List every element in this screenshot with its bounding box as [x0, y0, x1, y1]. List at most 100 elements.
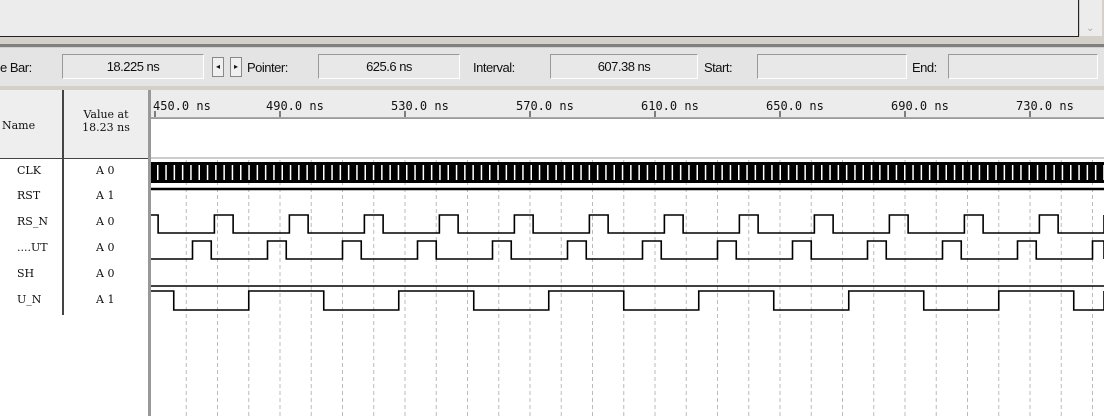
clk-gap: [480, 165, 483, 180]
splitter[interactable]: [0, 44, 1104, 47]
clk-gap: [887, 165, 889, 180]
clk-gap: [1070, 165, 1072, 180]
clk-gap: [605, 165, 607, 180]
clk-gap: [895, 165, 898, 180]
signal-name[interactable]: SH: [17, 267, 35, 280]
clk-gap: [771, 165, 773, 180]
signal-value: A 0: [96, 164, 115, 177]
clk-gap: [190, 165, 192, 180]
clk-wave: [151, 162, 1104, 183]
clk-gap: [1011, 165, 1014, 180]
signal-value: A 0: [96, 215, 115, 228]
clk-gap: [854, 165, 856, 180]
clk-gap: [870, 165, 873, 180]
clk-gap: [572, 165, 574, 180]
clk-gap: [231, 165, 234, 180]
next-transition-button[interactable]: ▸: [230, 57, 242, 77]
clk-gap: [862, 165, 864, 180]
signal-list: Name Value at 18.23 ns CLK A 0 RST A 1 RS_N A…: [0, 90, 148, 416]
clk-gap: [447, 165, 449, 180]
tick-label: 490.0 ns: [266, 99, 324, 113]
clk-gap: [754, 165, 757, 180]
clk-gap: [621, 165, 624, 180]
value-column-header[interactable]: Value at 18.23 ns: [64, 90, 148, 159]
start-field[interactable]: [757, 54, 907, 79]
clk-gap: [821, 165, 823, 180]
clk-gap: [987, 165, 989, 180]
clk-gap: [397, 165, 400, 180]
vertical-scrollbar[interactable]: ⌄: [1079, 0, 1102, 36]
clk-gap: [962, 165, 964, 180]
clk-gap: [538, 165, 541, 180]
tick-label: 690.0 ns: [891, 99, 949, 113]
clk-gap: [1036, 165, 1039, 180]
clk-gap: [1003, 165, 1006, 180]
signal-name[interactable]: RS_N: [17, 215, 48, 228]
clk-gap: [787, 165, 790, 180]
name-header-label: Name: [2, 119, 36, 132]
clk-gap: [779, 165, 781, 180]
clk-gap: [505, 165, 508, 180]
signal-wave: [151, 290, 1104, 311]
clk-gap: [215, 165, 217, 180]
clk-gap: [281, 165, 283, 180]
clk-gap: [264, 165, 267, 180]
signal-name[interactable]: CLK: [17, 164, 41, 177]
name-column-header[interactable]: Name: [0, 90, 62, 159]
clk-gap: [663, 165, 665, 180]
signal-value: A 1: [96, 293, 115, 306]
clk-gap: [248, 165, 250, 180]
clk-gap: [181, 165, 184, 180]
clk-gap: [1045, 165, 1047, 180]
clk-gap: [796, 165, 798, 180]
tick-label: 730.0 ns: [1016, 99, 1074, 113]
clk-gap: [372, 165, 375, 180]
time-ruler: [151, 90, 1104, 118]
message-panel: [0, 0, 1079, 37]
signal-name[interactable]: RST: [17, 189, 41, 202]
clk-gap: [937, 165, 939, 180]
end-field[interactable]: [948, 54, 1098, 79]
prev-transition-button[interactable]: ◂: [212, 57, 224, 77]
clk-gap: [381, 165, 383, 180]
clk-gap: [1078, 165, 1080, 180]
clk-gap: [588, 165, 591, 180]
clk-gap: [240, 165, 242, 180]
pointer-field: 625.6 ns: [318, 54, 460, 79]
end-label: End:: [912, 60, 937, 75]
chevron-down-icon[interactable]: ⌄: [1086, 23, 1095, 34]
signal-name[interactable]: U_N: [17, 293, 42, 306]
clk-gap: [472, 165, 474, 180]
clk-gap: [173, 165, 176, 180]
clk-gap: [704, 165, 707, 180]
column-divider[interactable]: [62, 90, 64, 315]
clk-gap: [347, 165, 350, 180]
clk-gap: [829, 165, 831, 180]
interval-field: 607.38 ns: [550, 54, 698, 79]
clk-gap: [596, 165, 599, 180]
signal-name[interactable]: ....UT: [17, 241, 48, 254]
tick-label: 610.0 ns: [641, 99, 699, 113]
clk-gap: [522, 165, 524, 180]
clk-gap: [812, 165, 815, 180]
clk-gap: [331, 165, 333, 180]
clk-gap: [439, 165, 441, 180]
pointer-label: Pointer:: [247, 60, 288, 75]
tick-label: 450.0 ns: [153, 99, 211, 113]
clk-gap: [497, 165, 499, 180]
clk-gap: [920, 165, 923, 180]
clk-gap: [455, 165, 458, 180]
clk-gap: [638, 165, 640, 180]
clk-gap: [928, 165, 931, 180]
pane-splitter[interactable]: [148, 90, 151, 416]
clk-gap: [547, 165, 549, 180]
waveform-view[interactable]: 450.0 ns 490.0 ns 530.0 ns 570.0 ns 610.0 ns…: [151, 90, 1104, 416]
master-time-bar-field[interactable]: 18.225 ns: [62, 54, 204, 79]
clk-gap: [273, 165, 275, 180]
tick-label: 570.0 ns: [516, 99, 574, 113]
clk-gap: [306, 165, 308, 180]
time-toolbar: e Bar: 18.225 ns ◂ ▸ Pointer: 625.6 ns I…: [0, 48, 1104, 86]
clk-gap: [422, 165, 425, 180]
clk-gap: [721, 165, 723, 180]
clk-gap: [613, 165, 615, 180]
